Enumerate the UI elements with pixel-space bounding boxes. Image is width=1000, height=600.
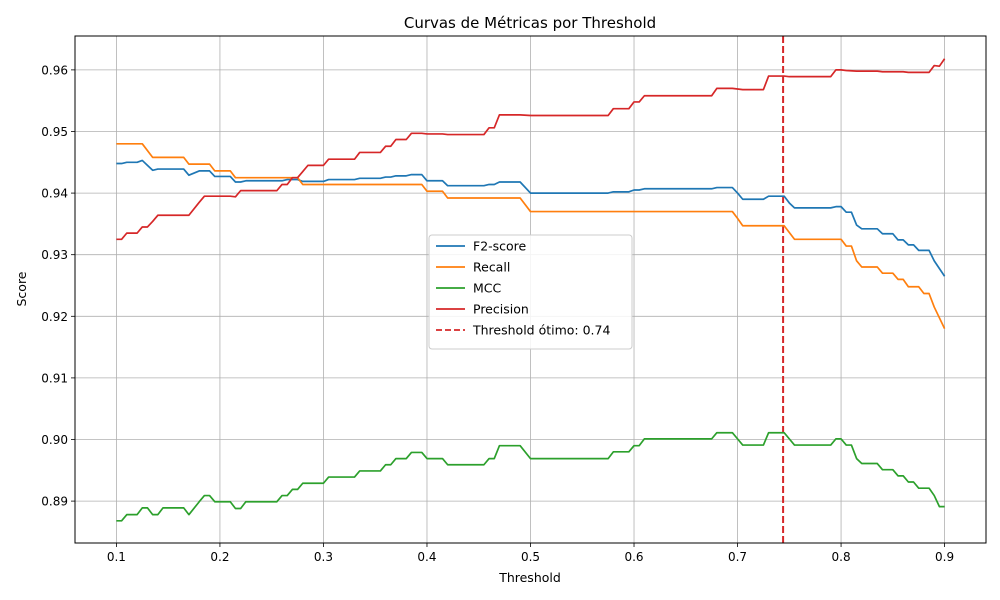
x-tick-label: 0.1	[107, 550, 126, 564]
series-line-f2-score	[116, 159, 946, 277]
x-tick-label: 0.6	[624, 550, 643, 564]
y-tick-label: 0.93	[41, 248, 68, 262]
y-tick-label: 0.94	[41, 187, 68, 201]
y-tick-label: 0.92	[41, 310, 68, 324]
y-tick-label: 0.89	[41, 495, 68, 509]
legend-label: Recall	[473, 260, 510, 275]
x-ticks: 0.1 0.2 0.3 0.4 0.5 0.6 0.7 0.8 0.9	[107, 543, 954, 564]
x-tick-label: 0.2	[210, 550, 229, 564]
x-axis-label: Threshold	[498, 570, 561, 585]
y-ticks: 0.89 0.90 0.91 0.92 0.93 0.94 0.95 0.96	[41, 63, 75, 509]
x-tick-label: 0.7	[728, 550, 747, 564]
legend-label: F2-score	[473, 239, 527, 254]
x-tick-label: 0.9	[935, 550, 954, 564]
series-line-precision	[116, 58, 946, 241]
y-axis-label: Score	[14, 271, 29, 306]
chart-title: Curvas de Métricas por Threshold	[404, 14, 656, 32]
y-tick-label: 0.96	[41, 63, 68, 77]
series-layer	[116, 58, 946, 522]
legend-label: Threshold ótimo: 0.74	[472, 323, 610, 338]
x-tick-label: 0.3	[314, 550, 333, 564]
y-tick-label: 0.91	[41, 371, 68, 385]
legend-box	[428, 234, 633, 350]
series-line-recall	[116, 142, 946, 329]
series-line-mcc	[116, 431, 945, 522]
legend-label: Precision	[473, 302, 529, 317]
y-tick-label: 0.95	[41, 125, 68, 139]
legend-label: MCC	[473, 281, 502, 296]
x-tick-label: 0.4	[417, 550, 436, 564]
legend: F2-score Recall MCC Precision Threshold ótim…	[428, 234, 633, 350]
x-tick-label: 0.5	[521, 550, 540, 564]
x-tick-label: 0.8	[832, 550, 851, 564]
y-tick-label: 0.90	[41, 433, 68, 447]
